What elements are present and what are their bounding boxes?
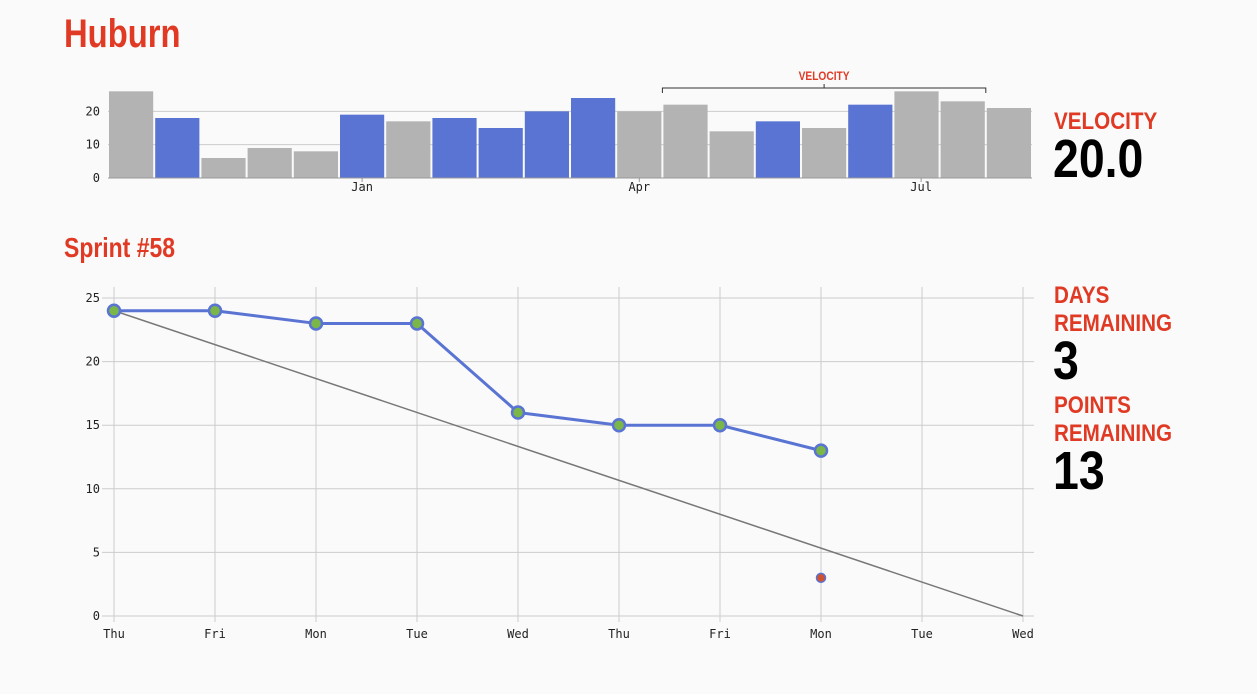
burndown-x-tick-label: Fri [709, 627, 731, 641]
days-remaining-label-line1: DAYS [1054, 282, 1110, 309]
velocity-bar [848, 104, 893, 178]
burndown-x-tick-label: Mon [810, 627, 832, 641]
extra-point-marker [815, 572, 827, 584]
remaining-point-marker [409, 316, 425, 331]
points-remaining-value: 13 [1053, 441, 1105, 501]
velocity-bar [340, 114, 385, 178]
velocity-bar [386, 121, 431, 178]
velocity-bar [201, 158, 246, 178]
burndown-y-tick-label: 10 [86, 482, 100, 496]
velocity-x-tick-label: Jan [351, 180, 373, 194]
velocity-y-tick-label: 10 [86, 138, 100, 152]
remaining-point-marker [611, 417, 627, 433]
velocity-bar [109, 91, 154, 178]
velocity-bar [293, 151, 338, 178]
burndown-x-tick-label: Tue [911, 627, 933, 641]
remaining-point-marker [813, 443, 829, 458]
burndown-x-tick-label: Thu [608, 627, 630, 641]
points-remaining-label-line2: REMAINING [1054, 420, 1173, 447]
velocity-bar [940, 101, 985, 178]
burndown-x-tick-label: Tue [406, 627, 428, 641]
velocity-x-tick-label: Apr [628, 180, 650, 194]
velocity-bracket [661, 84, 987, 93]
velocity-annotation: VELOCITY [799, 70, 850, 83]
burndown-y-tick-label: 0 [93, 609, 100, 623]
app-title: Huburn [64, 12, 181, 56]
velocity-bar [986, 108, 1031, 178]
velocity-bar [709, 131, 754, 178]
burndown-y-tick-label: 20 [86, 355, 100, 369]
velocity-y-tick-label: 0 [93, 171, 100, 185]
burndown-x-tick-label: Mon [305, 627, 327, 641]
sprint-title: Sprint #58 [64, 232, 176, 263]
burndown-y-tick-label: 15 [86, 418, 100, 432]
points-remaining-label-line1: POINTS [1054, 392, 1131, 419]
days-remaining-label-line2: REMAINING [1054, 310, 1173, 337]
remaining-point-marker [207, 303, 223, 318]
burndown-x-tick-label: Wed [1012, 627, 1034, 641]
velocity-bar [155, 118, 200, 178]
velocity-label: VELOCITY [1054, 108, 1158, 135]
velocity-bar [571, 98, 616, 178]
remaining-point-marker [510, 405, 526, 420]
velocity-bar [802, 128, 847, 178]
days-remaining-value: 3 [1053, 331, 1079, 391]
burndown-x-tick-label: Thu [103, 627, 125, 641]
remaining-points-line [114, 309, 822, 453]
remaining-point-marker [308, 316, 324, 331]
remaining-point-marker [106, 303, 122, 318]
burndown-x-tick-label: Wed [507, 627, 529, 641]
remaining-point-marker [712, 417, 728, 433]
velocity-value: 20.0 [1053, 129, 1144, 189]
ideal-burndown-line [113, 310, 1024, 617]
velocity-bar [478, 128, 523, 178]
velocity-bar [617, 111, 662, 178]
velocity-bar [524, 111, 569, 178]
velocity-bar [663, 104, 708, 178]
burndown-x-tick-label: Fri [204, 627, 226, 641]
burndown-y-tick-label: 25 [86, 291, 100, 305]
velocity-bar [755, 121, 800, 178]
velocity-bar [432, 118, 477, 178]
velocity-bar [894, 91, 939, 178]
velocity-y-tick-label: 20 [86, 104, 100, 118]
velocity-bar [247, 148, 292, 178]
burndown-y-tick-label: 5 [93, 545, 100, 559]
velocity-x-tick-label: Jul [910, 180, 932, 194]
